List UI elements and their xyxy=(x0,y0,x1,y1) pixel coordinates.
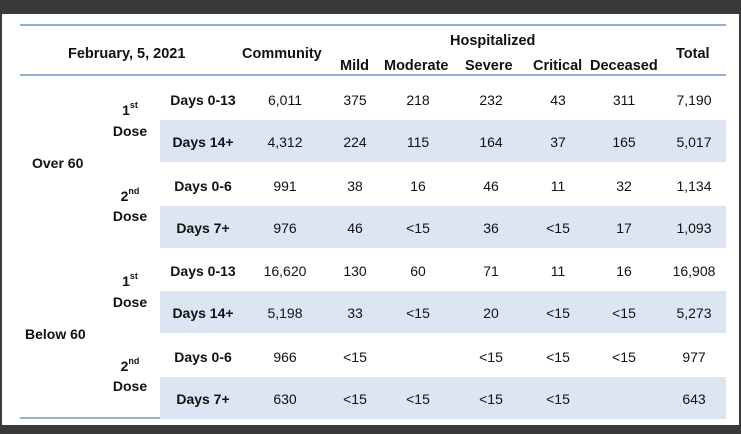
critical-cell: <15 xyxy=(546,349,570,365)
mild-cell: <15 xyxy=(343,391,367,407)
deceased-cell: 17 xyxy=(616,220,632,236)
mild-cell: 375 xyxy=(343,92,367,108)
dose-label-first: 1st xyxy=(122,100,138,118)
severe-cell: 36 xyxy=(483,220,499,236)
critical-cell: 11 xyxy=(550,178,566,194)
mild-cell: <15 xyxy=(343,349,367,365)
window-top-bar xyxy=(0,0,741,14)
period-cell: Days 0-13 xyxy=(170,263,236,279)
moderate-cell: <15 xyxy=(406,391,430,407)
critical-cell: 43 xyxy=(550,92,566,108)
mild-cell: 46 xyxy=(347,220,363,236)
window-right-edge xyxy=(739,0,741,434)
severe-cell: <15 xyxy=(479,349,503,365)
period-cell: Days 7+ xyxy=(176,220,230,236)
community-cell: 6,011 xyxy=(268,92,302,108)
group-label-below-60: Below 60 xyxy=(25,326,86,342)
row-band xyxy=(160,377,726,419)
mild-cell: 130 xyxy=(343,263,367,279)
period-cell: Days 14+ xyxy=(172,134,234,150)
total-cell: 1,134 xyxy=(676,178,712,194)
severe-cell: 164 xyxy=(479,134,503,150)
moderate-cell: <15 xyxy=(406,220,430,236)
dose-word: Dose xyxy=(112,294,148,310)
deceased-cell: 16 xyxy=(616,263,632,279)
moderate-cell: 16 xyxy=(410,178,426,194)
critical-cell: <15 xyxy=(546,391,570,407)
table-date-header: February, 5, 2021 xyxy=(68,46,186,62)
severe-header: Severe xyxy=(465,58,513,74)
community-cell: 16,620 xyxy=(263,263,307,279)
moderate-header: Moderate xyxy=(384,58,449,74)
critical-cell: 11 xyxy=(550,263,566,279)
mild-cell: 224 xyxy=(343,134,367,150)
severe-cell: 46 xyxy=(483,178,499,194)
deceased-cell: <15 xyxy=(612,305,636,321)
community-cell: 4,312 xyxy=(267,134,303,150)
total-cell: 16,908 xyxy=(672,263,716,279)
deceased-cell: 311 xyxy=(612,92,636,108)
community-cell: 630 xyxy=(273,391,297,407)
period-cell: Days 7+ xyxy=(176,391,230,407)
mild-cell: 33 xyxy=(347,305,363,321)
community-cell: 991 xyxy=(273,178,297,194)
row-band xyxy=(160,206,726,248)
deceased-cell: 165 xyxy=(612,134,636,150)
dose-word: Dose xyxy=(112,378,148,394)
critical-header: Critical xyxy=(533,58,583,74)
total-cell: 5,017 xyxy=(676,134,712,150)
window-left-edge xyxy=(0,0,2,434)
period-cell: Days 14+ xyxy=(172,305,234,321)
row-band xyxy=(160,120,726,162)
header-divider-rule xyxy=(20,74,726,76)
period-cell: Days 0-6 xyxy=(174,178,232,194)
dose-word: Dose xyxy=(112,123,148,139)
moderate-cell: 60 xyxy=(410,263,426,279)
mild-cell: 38 xyxy=(347,178,363,194)
row-band xyxy=(160,291,726,333)
community-cell: 5,198 xyxy=(267,305,303,321)
community-header: Community xyxy=(242,46,322,62)
vaccination-table: February, 5, 2021 Community Hospitalized… xyxy=(20,24,726,420)
moderate-cell: 115 xyxy=(406,134,430,150)
deceased-cell: <15 xyxy=(612,349,636,365)
hospitalized-header: Hospitalized xyxy=(450,33,536,49)
community-cell: 966 xyxy=(273,349,297,365)
critical-cell: 37 xyxy=(550,134,566,150)
dose-label-first: 1st xyxy=(122,271,138,289)
deceased-cell: 32 xyxy=(616,178,632,194)
severe-cell: <15 xyxy=(479,391,503,407)
moderate-cell: 218 xyxy=(406,92,430,108)
period-cell: Days 0-13 xyxy=(170,92,236,108)
severe-cell: 71 xyxy=(483,263,499,279)
severe-cell: 20 xyxy=(483,305,499,321)
mild-header: Mild xyxy=(340,58,369,74)
total-cell: 977 xyxy=(682,349,706,365)
group-label-over-60: Over 60 xyxy=(32,155,84,171)
community-cell: 976 xyxy=(273,220,297,236)
window-bottom-bar xyxy=(0,425,741,434)
total-cell: 643 xyxy=(682,391,706,407)
total-cell: 7,190 xyxy=(676,92,712,108)
dose-label-second: 2nd xyxy=(120,356,140,374)
total-cell: 5,273 xyxy=(676,305,712,321)
dose-word: Dose xyxy=(112,208,148,224)
table-top-rule xyxy=(20,24,726,26)
moderate-cell: <15 xyxy=(406,305,430,321)
deceased-header: Deceased xyxy=(590,58,658,74)
critical-cell: <15 xyxy=(546,220,570,236)
total-cell: 1,093 xyxy=(676,220,712,236)
total-header: Total xyxy=(676,46,710,62)
critical-cell: <15 xyxy=(546,305,570,321)
dose-label-second: 2nd xyxy=(120,186,140,204)
severe-cell: 232 xyxy=(479,92,503,108)
period-cell: Days 0-6 xyxy=(174,349,232,365)
